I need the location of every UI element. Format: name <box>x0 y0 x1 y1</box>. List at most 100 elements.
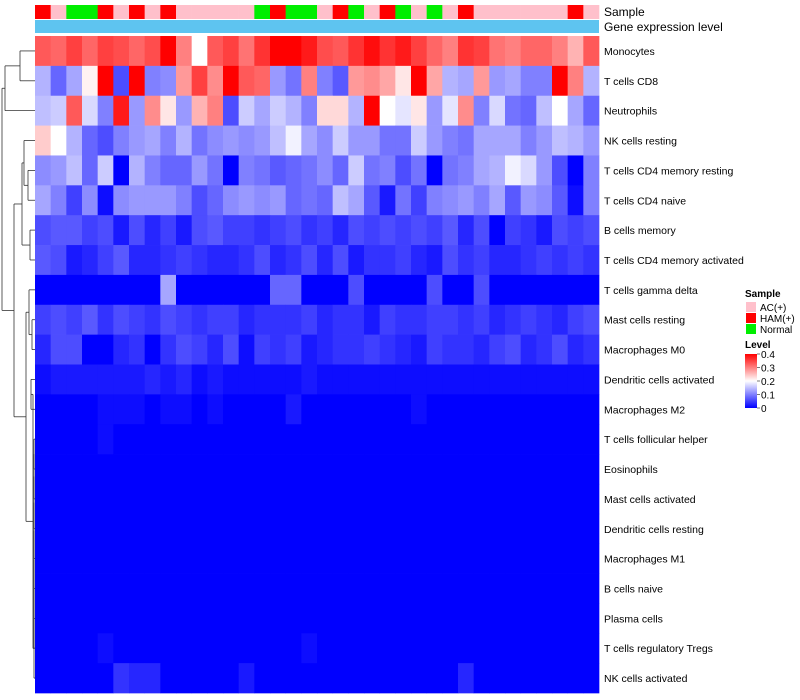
heatmap-cell <box>223 155 240 186</box>
heatmap-cell <box>270 125 287 156</box>
heatmap-cell <box>473 454 490 485</box>
heatmap-cell <box>223 125 240 156</box>
heatmap-cell <box>348 424 365 455</box>
heatmap-cell <box>536 185 553 216</box>
heatmap-cell <box>223 215 240 246</box>
heatmap-cell <box>473 245 490 276</box>
heatmap-cell <box>567 603 584 634</box>
heatmap-cell <box>411 334 428 365</box>
heatmap-cell <box>473 304 490 335</box>
heatmap-cell <box>144 125 161 156</box>
heatmap-cell <box>567 215 584 246</box>
heatmap-cell <box>426 364 443 395</box>
heatmap-cell <box>505 633 522 664</box>
heatmap-cell <box>301 663 318 694</box>
row-label: B cells memory <box>604 225 677 237</box>
heatmap-cell <box>144 334 161 365</box>
heatmap-cell <box>489 483 506 515</box>
heatmap-cell <box>238 513 255 545</box>
sample-annotation-cell <box>395 5 412 19</box>
heatmap-cell <box>426 603 443 634</box>
heatmap-cell <box>285 95 302 126</box>
heatmap-cell <box>552 603 569 634</box>
heatmap-cell <box>364 274 381 306</box>
heatmap-cell <box>473 95 490 126</box>
heatmap-cell <box>332 215 349 246</box>
heatmap-cell <box>364 603 381 634</box>
heatmap-cell <box>473 633 490 664</box>
heatmap-cell <box>426 543 443 574</box>
heatmap-cell <box>489 633 506 664</box>
heatmap-cell <box>207 334 224 365</box>
heatmap-cell <box>82 364 99 395</box>
heatmap-cell <box>113 95 130 126</box>
heatmap-cell <box>82 334 99 365</box>
heatmap-cell <box>160 274 177 306</box>
heatmap-cell <box>348 155 365 186</box>
heatmap-cell <box>395 603 412 634</box>
heatmap-cell <box>285 185 302 216</box>
heatmap-cell <box>505 274 522 306</box>
heatmap-cell <box>35 483 52 515</box>
heatmap-cell <box>536 424 553 455</box>
heatmap-cell <box>160 215 177 246</box>
heatmap-cell <box>348 454 365 485</box>
sample-annotation-cell <box>567 5 584 19</box>
heatmap-cell <box>489 394 506 425</box>
heatmap-cell <box>160 483 177 515</box>
heatmap-cell <box>191 245 208 276</box>
heatmap-cell <box>364 663 381 694</box>
heatmap-cell <box>66 245 83 276</box>
heatmap-cell <box>285 543 302 574</box>
heatmap-cell <box>332 364 349 395</box>
heatmap-cell <box>160 454 177 485</box>
heatmap-cell <box>238 36 255 67</box>
heatmap-cell <box>567 36 584 67</box>
sample-annotation-cell <box>144 5 161 19</box>
level-colorbar <box>745 354 757 408</box>
heatmap-cell <box>583 65 600 97</box>
heatmap-cell <box>505 215 522 246</box>
heatmap-cell <box>285 245 302 276</box>
heatmap-cell <box>176 633 193 664</box>
heatmap-cell <box>254 334 271 365</box>
heatmap-cell <box>411 394 428 425</box>
heatmap-cell <box>552 394 569 425</box>
heatmap-cell <box>35 36 52 67</box>
heatmap-cell <box>583 483 600 515</box>
row-label: Plasma cells <box>604 613 663 625</box>
sample-legend-swatch <box>746 313 756 323</box>
heatmap-cell <box>332 603 349 634</box>
heatmap-cell <box>144 483 161 515</box>
heatmap-cell <box>223 663 240 694</box>
sample-annotation-cell <box>426 5 443 19</box>
heatmap-cell <box>223 304 240 335</box>
heatmap-cell <box>144 424 161 455</box>
heatmap-cell <box>536 633 553 664</box>
heatmap-cell <box>238 155 255 186</box>
sample-annotation-cell <box>238 5 255 19</box>
sample-legend-label: AC(+) <box>760 303 786 314</box>
heatmap-cell <box>379 364 396 395</box>
heatmap-cell <box>364 394 381 425</box>
heatmap-cell <box>223 394 240 425</box>
heatmap-cell <box>395 364 412 395</box>
heatmap-cell <box>207 603 224 634</box>
heatmap-cell <box>395 215 412 246</box>
heatmap-cell <box>536 513 553 545</box>
heatmap-cell <box>191 424 208 455</box>
heatmap-cell <box>254 125 271 156</box>
heatmap-cell <box>567 274 584 306</box>
row-label: T cells CD8 <box>604 76 658 88</box>
heatmap-cell <box>411 573 428 604</box>
heatmap-cell <box>583 334 600 365</box>
heatmap-cell <box>379 573 396 604</box>
heatmap-cell <box>301 245 318 276</box>
heatmap-cell <box>395 65 412 97</box>
heatmap-cell <box>505 603 522 634</box>
heatmap-cell <box>505 454 522 485</box>
heatmap-cell <box>113 65 130 97</box>
heatmap-cell <box>301 185 318 216</box>
heatmap-cell <box>144 394 161 425</box>
